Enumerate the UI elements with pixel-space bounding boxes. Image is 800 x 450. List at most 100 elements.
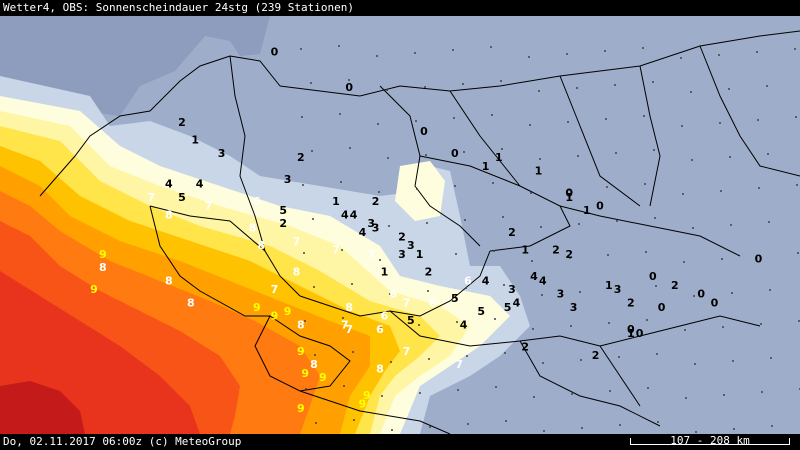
station-dot — [539, 158, 541, 160]
border-italy — [299, 390, 451, 434]
bright-spot-saxony — [395, 161, 445, 221]
station-value-90: 8 — [310, 358, 318, 371]
station-value-9: 0 — [627, 323, 635, 336]
station-dot — [533, 396, 535, 398]
station-value-8: 0 — [658, 301, 666, 314]
station-dot — [683, 261, 685, 263]
station-dot — [424, 86, 426, 88]
station-value-67: 6 — [389, 288, 397, 301]
station-value-73: 7 — [293, 235, 301, 248]
scale-tick-left — [630, 438, 631, 445]
title-bar: Wetter4, OBS: Sonnenscheindauer 24stg (2… — [0, 0, 800, 16]
station-value-28: 2 — [279, 217, 287, 230]
station-value-26: 2 — [178, 116, 186, 129]
station-value-63: 5 — [477, 305, 485, 318]
station-dot — [389, 293, 391, 295]
station-dot — [419, 392, 421, 394]
map-title: Wetter4, OBS: Sonnenscheindauer 24stg (2… — [3, 1, 354, 14]
station-dot — [315, 422, 317, 424]
station-dot — [500, 80, 502, 82]
border-germany-south — [299, 250, 491, 317]
station-dot — [566, 53, 568, 55]
station-dot — [490, 46, 492, 48]
station-dot — [530, 192, 532, 194]
station-dot — [503, 284, 505, 286]
station-value-76: 7 — [271, 283, 279, 296]
station-dot — [694, 363, 696, 365]
station-dot — [606, 186, 608, 188]
station-dot — [652, 81, 654, 83]
station-dot — [616, 220, 618, 222]
station-dot — [732, 360, 734, 362]
station-dot — [608, 322, 610, 324]
station-dot — [731, 292, 733, 294]
station-dot — [504, 352, 506, 354]
coastline-baltic — [279, 30, 800, 97]
station-dot-layer — [300, 45, 800, 433]
station-dot — [577, 155, 579, 157]
station-dot — [387, 157, 389, 159]
station-dot — [462, 83, 464, 85]
station-value-93: 9 — [99, 248, 107, 261]
scale-label: 107 - 208 km — [670, 434, 750, 447]
station-dot — [416, 188, 418, 190]
station-value-31: 2 — [398, 230, 406, 243]
station-value-96: 9 — [271, 310, 279, 323]
station-dot — [381, 395, 383, 397]
station-value-20: 1 — [535, 164, 543, 177]
station-value-70: 6 — [429, 296, 437, 309]
station-dot — [528, 56, 530, 58]
station-dot — [760, 323, 762, 325]
station-value-57: 4 — [513, 296, 521, 309]
station-value-72: 7 — [205, 200, 213, 213]
station-dot — [312, 218, 314, 220]
station-value-5: 0 — [565, 186, 573, 199]
coastline-north-sea — [39, 55, 231, 197]
station-dot — [618, 356, 620, 358]
station-dot — [730, 224, 732, 226]
station-value-15: 1 — [332, 195, 340, 208]
station-dot — [388, 225, 390, 227]
station-value-41: 3 — [372, 222, 380, 235]
station-dot — [647, 387, 649, 389]
station-dot — [718, 54, 720, 56]
station-value-11: 0 — [697, 288, 705, 301]
station-dot — [390, 361, 392, 363]
station-value-17: 1 — [416, 248, 424, 261]
status-bar: Do, 02.11.2017 06:00z (c) MeteoGroup 107… — [0, 434, 800, 450]
station-dot — [452, 49, 454, 51]
station-dot — [350, 215, 352, 217]
station-dot — [380, 327, 382, 329]
station-value-23: 1 — [521, 244, 529, 257]
station-value-74: 7 — [332, 244, 340, 257]
borders-coastlines — [39, 30, 800, 434]
station-dot — [759, 255, 761, 257]
station-dot — [757, 119, 759, 121]
station-dot — [645, 251, 647, 253]
station-value-62: 5 — [504, 301, 512, 314]
station-value-64: 5 — [407, 314, 415, 327]
station-value-53: 4 — [359, 226, 367, 239]
station-value-85: 8 — [293, 266, 301, 279]
station-value-66: 6 — [464, 274, 472, 287]
station-dot — [615, 152, 617, 154]
station-dot — [692, 227, 694, 229]
station-dot — [427, 290, 429, 292]
sunshine-isohel-zones — [0, 76, 530, 434]
station-dot — [729, 156, 731, 158]
station-dot — [353, 419, 355, 421]
station-dot — [766, 85, 768, 87]
station-dot — [377, 123, 379, 125]
border-poland — [449, 75, 641, 207]
station-dot — [352, 351, 354, 353]
station-dot — [756, 51, 758, 53]
station-value-83: 8 — [249, 222, 257, 235]
station-dot — [642, 47, 644, 49]
station-dot — [301, 116, 303, 118]
border-austria — [389, 310, 601, 347]
station-dot — [379, 259, 381, 261]
station-dot — [304, 320, 306, 322]
border-france-benelux — [149, 205, 270, 317]
station-dot — [685, 397, 687, 399]
